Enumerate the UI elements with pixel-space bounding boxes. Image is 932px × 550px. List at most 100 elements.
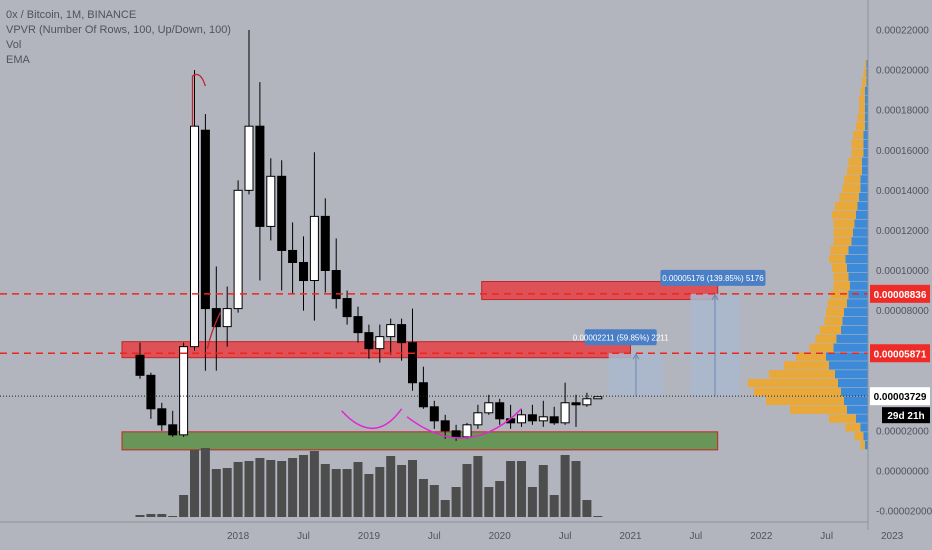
- vp-up-bar: [860, 175, 868, 184]
- volume-bar: [277, 461, 287, 517]
- y-tick-label: 0.00010000: [876, 266, 929, 277]
- candle: [146, 374, 156, 410]
- candle: [386, 324, 396, 338]
- candle: [244, 125, 254, 191]
- vp-down-bar: [839, 192, 859, 202]
- candle: [200, 129, 210, 310]
- volume-bar: [168, 516, 178, 517]
- y-tick-label: 0.00008000: [876, 306, 929, 317]
- candle: [222, 308, 232, 328]
- volume-bar: [440, 500, 450, 517]
- x-tick-label: Jul: [297, 531, 310, 542]
- candle: [277, 175, 287, 251]
- candle: [331, 270, 341, 300]
- indicator-vol[interactable]: Vol: [6, 39, 22, 51]
- candle: [429, 406, 439, 422]
- vp-down-bar: [748, 378, 838, 388]
- vp-down-bar: [769, 370, 835, 379]
- volume-bar: [211, 469, 221, 517]
- volume-bar: [582, 500, 592, 517]
- price-tag-current: 0.00003729: [874, 392, 927, 403]
- candle: [299, 261, 308, 282]
- vp-up-bar: [841, 387, 868, 397]
- vp-up-bar: [856, 210, 868, 219]
- vp-up-bar: [842, 316, 868, 326]
- vp-down-bar: [830, 246, 849, 255]
- x-tick-label: Jul: [559, 531, 572, 542]
- symbol-title[interactable]: 0x / Bitcoin, 1M, BINANCE: [6, 9, 137, 21]
- volume-bar: [200, 448, 210, 517]
- volume-bar: [386, 456, 396, 517]
- vp-down-bar: [830, 290, 849, 299]
- volume-bar: [506, 461, 516, 517]
- indicator-ema[interactable]: EMA: [6, 54, 30, 66]
- vp-down-bar: [853, 130, 864, 140]
- vp-up-bar: [863, 130, 868, 140]
- countdown-bg: [882, 407, 930, 424]
- vp-down-bar: [860, 441, 865, 450]
- vp-down-bar: [851, 139, 864, 149]
- vp-up-bar: [836, 334, 868, 343]
- volume-bar: [309, 451, 319, 517]
- vp-down-bar: [824, 316, 843, 326]
- vp-up-bar: [856, 414, 868, 423]
- volume-bar: [538, 465, 548, 517]
- cup-right-curve: [406, 408, 523, 439]
- vp-up-bar: [853, 228, 868, 237]
- vp-up-bar: [862, 157, 868, 166]
- candle: [462, 424, 472, 438]
- cup-left-curve: [341, 408, 403, 430]
- candle: [549, 416, 559, 424]
- candle: [211, 308, 221, 328]
- vp-down-bar: [833, 237, 852, 246]
- vp-up-bar: [826, 352, 868, 361]
- volume-bar: [353, 462, 363, 517]
- vp-down-bar: [857, 113, 865, 122]
- volume-bar: [429, 485, 439, 517]
- vp-down-bar: [754, 387, 841, 397]
- vp-up-bar: [860, 423, 868, 432]
- volume-bar: [560, 455, 570, 517]
- x-tick-label: 2020: [489, 531, 512, 542]
- vp-up-bar: [860, 184, 868, 193]
- candle: [364, 332, 374, 350]
- x-tick-label: 2022: [750, 531, 773, 542]
- candle: [451, 430, 461, 438]
- candle: [397, 324, 407, 344]
- volume-bar: [527, 487, 537, 517]
- indicator-vpvr[interactable]: VPVR (Number Of Rows, 100, Up/Down, 100): [6, 24, 231, 36]
- candle: [484, 402, 494, 414]
- vp-down-bar: [862, 77, 867, 87]
- vp-down-bar: [766, 396, 844, 405]
- vp-up-bar: [844, 396, 868, 405]
- vp-down-bar: [833, 281, 850, 290]
- volume-bar: [135, 515, 145, 517]
- volume-bars: [135, 448, 603, 517]
- candle: [440, 420, 450, 432]
- volume-bar: [462, 464, 472, 517]
- zone-support: [121, 431, 719, 451]
- volume-bar: [342, 469, 352, 517]
- volume-bar: [364, 474, 374, 517]
- candle: [320, 215, 330, 271]
- vp-up-bar: [865, 95, 868, 104]
- candle: [342, 298, 352, 318]
- vp-up-bar: [829, 361, 868, 370]
- measure-arrowhead: [711, 293, 719, 301]
- vp-down-bar: [815, 334, 837, 343]
- candle: [418, 382, 428, 408]
- vp-up-bar: [857, 201, 868, 211]
- measure-label-box: [584, 329, 657, 346]
- price-tag-low: 0.00005871: [874, 349, 927, 360]
- candle: [517, 414, 526, 424]
- vp-up-bar: [863, 432, 868, 441]
- vp-up-bar: [865, 113, 868, 122]
- candle: [309, 215, 319, 282]
- volume-bar: [549, 495, 559, 517]
- vp-down-bar: [790, 405, 847, 414]
- y-tick-label: 0.00020000: [876, 66, 929, 77]
- price-tag-high-bg: [870, 284, 930, 303]
- volume-bar: [408, 460, 417, 517]
